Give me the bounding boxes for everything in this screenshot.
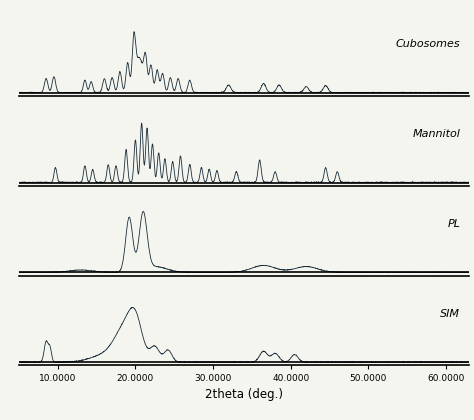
Text: SIM: SIM [440, 309, 460, 319]
X-axis label: 2theta (deg.): 2theta (deg.) [205, 388, 283, 401]
Text: Mannitol: Mannitol [412, 129, 460, 139]
Text: Cubosomes: Cubosomes [396, 39, 460, 49]
Text: PL: PL [447, 219, 460, 229]
